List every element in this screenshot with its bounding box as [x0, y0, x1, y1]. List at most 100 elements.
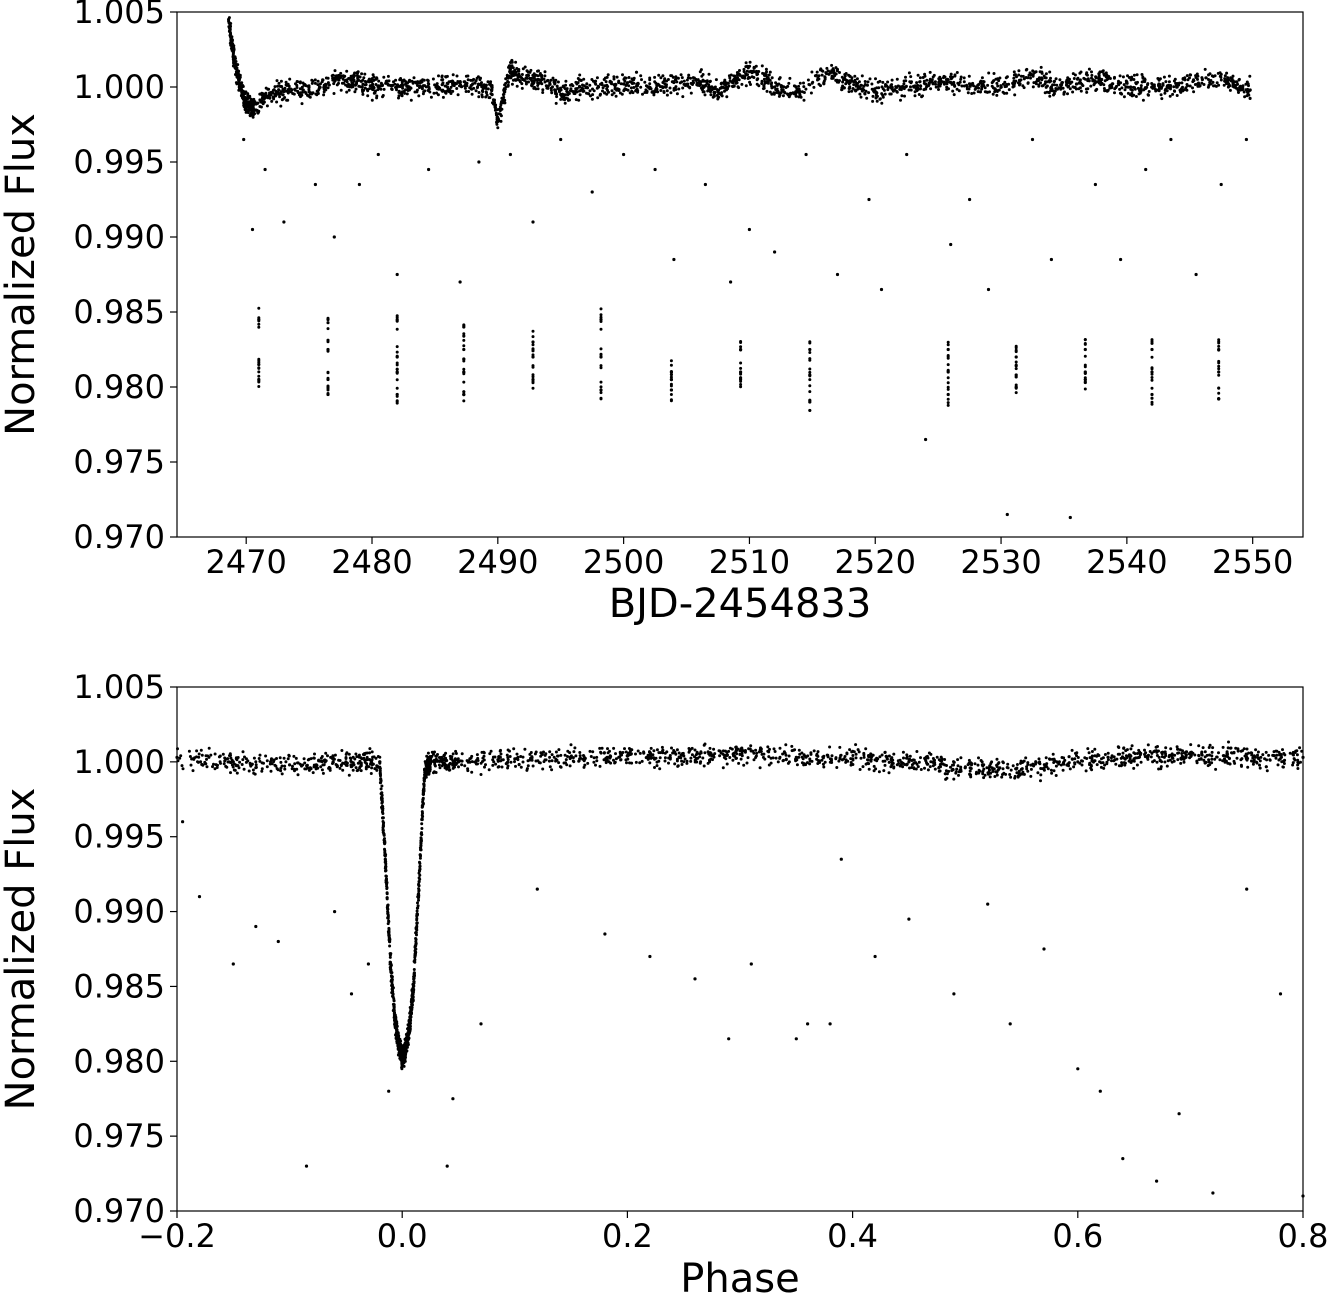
data-point	[514, 70, 518, 74]
data-point	[628, 80, 632, 84]
data-point	[1217, 344, 1221, 348]
data-point	[928, 70, 932, 74]
data-point	[326, 81, 330, 85]
data-point	[882, 88, 886, 92]
data-point	[844, 760, 848, 764]
data-point	[501, 99, 505, 103]
data-point	[1071, 85, 1075, 89]
data-point	[1243, 95, 1247, 99]
data-point	[381, 812, 385, 815]
data-point	[729, 280, 733, 284]
data-point	[875, 99, 879, 103]
data-point	[1092, 83, 1096, 87]
data-point	[748, 64, 752, 68]
data-point	[599, 320, 603, 323]
data-point	[531, 349, 535, 353]
data-point	[1132, 759, 1136, 763]
data-point	[236, 75, 240, 79]
data-point	[789, 91, 792, 95]
data-point	[1150, 386, 1154, 390]
data-point	[685, 78, 689, 82]
data-point	[933, 80, 937, 84]
time-series-panel: 2470 2480 2490 2500 2510 2520 2530 2540 25500.97…	[0, 0, 1304, 627]
data-point	[732, 84, 736, 88]
data-point	[502, 92, 506, 96]
data-point	[286, 757, 290, 761]
data-point	[946, 387, 950, 391]
data-point	[497, 117, 500, 121]
data-point	[599, 313, 603, 317]
data-point	[717, 749, 721, 753]
data-point	[739, 366, 743, 370]
data-point	[977, 86, 981, 90]
data-point	[313, 182, 317, 187]
data-point	[1139, 84, 1143, 88]
data-point	[581, 83, 584, 87]
data-point	[390, 87, 394, 91]
data-point	[260, 769, 264, 773]
data-point	[1171, 92, 1175, 96]
data-point	[1147, 93, 1150, 97]
data-point	[571, 759, 575, 763]
data-point	[247, 108, 251, 112]
data-point	[281, 97, 285, 101]
data-point	[853, 74, 857, 78]
data-point	[1086, 87, 1090, 91]
data-point	[462, 399, 466, 403]
data-point	[497, 112, 501, 116]
data-point	[761, 71, 765, 75]
data-point	[595, 76, 599, 80]
data-point	[312, 756, 316, 760]
data-point	[591, 79, 595, 83]
data-point	[669, 370, 673, 373]
data-point	[201, 763, 205, 767]
data-point	[1217, 391, 1221, 395]
data-point	[241, 94, 245, 98]
data-point	[946, 397, 950, 401]
data-point	[876, 757, 880, 761]
data-point	[957, 89, 961, 93]
data-point	[1200, 76, 1204, 80]
data-point	[953, 73, 957, 77]
data-point	[1021, 84, 1025, 88]
data-point	[929, 752, 933, 756]
data-point	[267, 93, 271, 97]
data-point	[299, 91, 302, 95]
data-point	[1236, 88, 1240, 92]
data-point	[1138, 750, 1142, 754]
data-point	[1160, 760, 1164, 764]
data-point	[612, 746, 616, 750]
data-point	[1179, 90, 1182, 94]
data-point	[661, 74, 665, 78]
data-point	[1098, 760, 1102, 764]
data-point	[979, 759, 983, 762]
data-point	[915, 89, 919, 93]
data-point	[293, 87, 297, 91]
data-point	[1243, 754, 1247, 758]
data-point	[747, 227, 752, 232]
data-point	[835, 69, 839, 73]
data-point	[257, 362, 261, 367]
data-point	[1084, 769, 1088, 773]
data-point	[1174, 84, 1178, 88]
data-point	[895, 86, 899, 89]
data-point	[790, 744, 794, 748]
data-point	[772, 747, 776, 751]
data-point	[957, 773, 960, 777]
data-point	[599, 315, 603, 319]
data-point	[912, 758, 916, 762]
data-point	[417, 880, 421, 884]
data-point	[720, 91, 724, 95]
data-point	[1281, 765, 1285, 769]
data-point	[798, 752, 802, 756]
data-point	[938, 78, 942, 82]
data-point	[592, 760, 596, 764]
y-tick-label: 0.980	[73, 368, 165, 406]
data-point	[1091, 79, 1095, 83]
data-point	[980, 87, 984, 91]
data-point	[1235, 756, 1239, 760]
data-point	[395, 327, 399, 331]
data-point	[353, 74, 356, 78]
data-point	[677, 756, 681, 759]
data-point	[251, 768, 255, 772]
